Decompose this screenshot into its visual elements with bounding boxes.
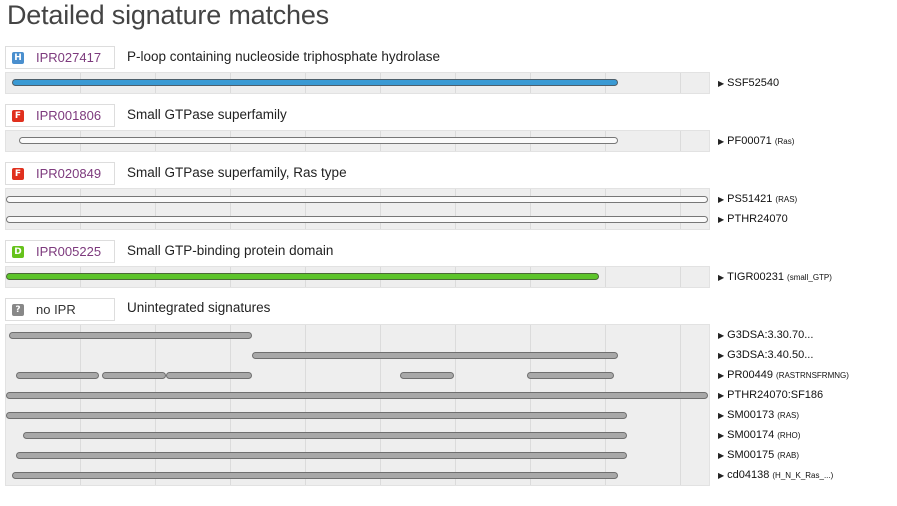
ipr-link-box[interactable]: D IPR005225 bbox=[5, 240, 115, 263]
signature-link-ps51421[interactable]: ▶ PS51421 (RAS) bbox=[718, 193, 797, 205]
match-track-area bbox=[5, 324, 710, 486]
match-track-area bbox=[5, 130, 710, 152]
signature-link-cd04138[interactable]: ▶ cd04138 (H_N_K_Ras_...) bbox=[718, 469, 833, 481]
match-bar-sm00175[interactable] bbox=[16, 452, 627, 459]
ipr-link-box[interactable]: H IPR027417 bbox=[5, 46, 115, 69]
signature-link-pf00071[interactable]: ▶ PF00071 (Ras) bbox=[718, 135, 794, 147]
signature-id[interactable]: TIGR00231 bbox=[727, 271, 785, 283]
match-bar-pr00449[interactable] bbox=[16, 372, 99, 379]
ipr-label: no IPR bbox=[36, 302, 76, 317]
match-bar-tigr00231[interactable] bbox=[6, 273, 599, 280]
expand-arrow-icon[interactable]: ▶ bbox=[718, 470, 725, 480]
expand-arrow-icon[interactable]: ▶ bbox=[718, 410, 725, 420]
ipr-link[interactable]: IPR001806 bbox=[36, 108, 102, 123]
ipr-box-unintegrated: ? no IPR bbox=[5, 298, 115, 321]
ipr-link[interactable]: IPR020849 bbox=[36, 166, 102, 181]
signature-id[interactable]: SSF52540 bbox=[727, 77, 780, 89]
entry-description: Small GTPase superfamily, Ras type bbox=[127, 165, 347, 180]
signature-id[interactable]: SM00175 bbox=[727, 449, 775, 461]
signature-link-g3dsa-3-30-70[interactable]: ▶ G3DSA:3.30.70... bbox=[718, 329, 813, 341]
expand-arrow-icon[interactable]: ▶ bbox=[718, 272, 725, 282]
expand-arrow-icon[interactable]: ▶ bbox=[718, 78, 725, 88]
expand-arrow-icon[interactable]: ▶ bbox=[718, 390, 725, 400]
signature-id[interactable]: G3DSA:3.30.70... bbox=[727, 329, 814, 341]
match-track-area bbox=[5, 72, 710, 94]
entry-description: P-loop containing nucleoside triphosphat… bbox=[127, 49, 440, 64]
signature-id[interactable]: PF00071 bbox=[727, 135, 772, 147]
match-bar-g3dsa-3-40-50[interactable] bbox=[252, 352, 618, 359]
signature-name[interactable]: (H_N_K_Ras_...) bbox=[772, 470, 834, 480]
signature-name[interactable]: (RAB) bbox=[777, 450, 800, 460]
signature-name[interactable]: (Ras) bbox=[774, 136, 795, 146]
family-icon: F bbox=[12, 167, 24, 180]
domain-icon: D bbox=[12, 245, 24, 258]
family-icon: F bbox=[12, 109, 24, 122]
signature-link-sm00175[interactable]: ▶ SM00175 (RAB) bbox=[718, 449, 799, 461]
match-bar-pr00449[interactable] bbox=[102, 372, 166, 379]
entry-description: Small GTPase superfamily bbox=[127, 107, 287, 122]
expand-arrow-icon[interactable]: ▶ bbox=[718, 194, 725, 204]
signature-id[interactable]: SM00174 bbox=[727, 429, 775, 441]
signature-name[interactable]: (RAS) bbox=[777, 410, 800, 420]
signature-name[interactable]: (RAS) bbox=[775, 194, 798, 204]
signature-link-sm00173[interactable]: ▶ SM00173 (RAS) bbox=[718, 409, 799, 421]
match-bar-pthr24070-sf186[interactable] bbox=[6, 392, 708, 399]
signature-link-g3dsa-3-40-50[interactable]: ▶ G3DSA:3.40.50... bbox=[718, 349, 813, 361]
match-bar-pthr24070[interactable] bbox=[6, 216, 708, 223]
match-bar-pr00449[interactable] bbox=[166, 372, 252, 379]
expand-arrow-icon[interactable]: ▶ bbox=[718, 450, 725, 460]
expand-arrow-icon[interactable]: ▶ bbox=[718, 370, 725, 380]
match-bar-pr00449[interactable] bbox=[400, 372, 454, 379]
signature-id[interactable]: PTHR24070 bbox=[727, 213, 788, 225]
signature-name[interactable]: (RASTRNSFRMNG) bbox=[776, 370, 849, 380]
signature-link-ssf52540[interactable]: ▶ SSF52540 bbox=[718, 77, 779, 89]
match-track-area bbox=[5, 188, 710, 230]
unknown-type-icon: ? bbox=[12, 303, 24, 316]
signature-id[interactable]: PS51421 bbox=[727, 193, 773, 205]
ipr-link[interactable]: IPR027417 bbox=[36, 50, 102, 65]
entry-description: Unintegrated signatures bbox=[127, 300, 271, 315]
match-bar-pf00071[interactable] bbox=[19, 137, 618, 144]
signature-link-pr00449[interactable]: ▶ PR00449 (RASTRNSFRMNG) bbox=[718, 369, 849, 381]
signature-link-sm00174[interactable]: ▶ SM00174 (RHO) bbox=[718, 429, 800, 441]
match-bar-ps51421[interactable] bbox=[6, 196, 708, 203]
signature-id[interactable]: cd04138 bbox=[727, 469, 770, 481]
ipr-link-box[interactable]: F IPR020849 bbox=[5, 162, 115, 185]
ipr-link-box[interactable]: F IPR001806 bbox=[5, 104, 115, 127]
ipr-link[interactable]: IPR005225 bbox=[36, 244, 102, 259]
signature-link-pthr24070-sf186[interactable]: ▶ PTHR24070:SF186 bbox=[718, 389, 823, 401]
match-bar-g3dsa-3-30-70[interactable] bbox=[9, 332, 252, 339]
entry-description: Small GTP-binding protein domain bbox=[127, 243, 334, 258]
match-bar-ssf52540[interactable] bbox=[12, 79, 618, 86]
signature-id[interactable]: SM00173 bbox=[727, 409, 775, 421]
page-title: Detailed signature matches bbox=[7, 0, 329, 30]
match-bar-sm00173[interactable] bbox=[6, 412, 627, 419]
match-track-area bbox=[5, 266, 710, 288]
signature-name[interactable]: (small_GTP) bbox=[787, 272, 832, 282]
expand-arrow-icon[interactable]: ▶ bbox=[718, 214, 725, 224]
match-bar-sm00174[interactable] bbox=[23, 432, 627, 439]
signature-id[interactable]: PR00449 bbox=[727, 369, 774, 381]
match-bar-pr00449[interactable] bbox=[527, 372, 614, 379]
expand-arrow-icon[interactable]: ▶ bbox=[718, 430, 725, 440]
expand-arrow-icon[interactable]: ▶ bbox=[718, 350, 725, 360]
match-bar-cd04138[interactable] bbox=[12, 472, 618, 479]
signature-name[interactable]: (RHO) bbox=[777, 430, 801, 440]
expand-arrow-icon[interactable]: ▶ bbox=[718, 136, 725, 146]
signature-link-pthr24070[interactable]: ▶ PTHR24070 bbox=[718, 213, 788, 225]
expand-arrow-icon[interactable]: ▶ bbox=[718, 330, 725, 340]
signature-id[interactable]: PTHR24070:SF186 bbox=[727, 389, 824, 401]
signature-link-tigr00231[interactable]: ▶ TIGR00231 (small_GTP) bbox=[718, 271, 832, 283]
signature-id[interactable]: G3DSA:3.40.50... bbox=[727, 349, 814, 361]
homologous-superfamily-icon: H bbox=[12, 51, 24, 64]
